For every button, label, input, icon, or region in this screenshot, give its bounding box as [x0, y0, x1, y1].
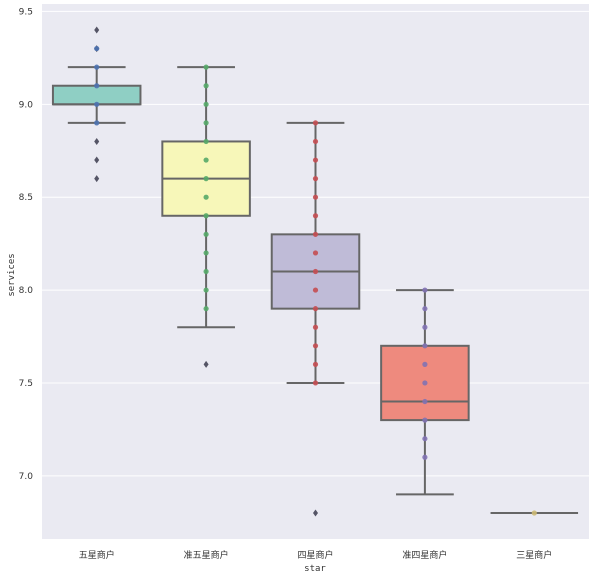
data-point — [312, 138, 319, 145]
outlier-point — [94, 26, 100, 34]
box-group — [490, 510, 579, 516]
data-point — [312, 361, 319, 367]
data-point — [203, 250, 209, 256]
x-tick-label: 五星商户 — [79, 549, 115, 561]
x-tick-label: 准四星商户 — [402, 549, 447, 561]
data-point — [203, 176, 209, 182]
box-iqr — [51, 84, 142, 106]
data-point — [422, 324, 428, 330]
data-point — [422, 380, 428, 386]
data-point — [422, 398, 428, 405]
outlier-point — [94, 137, 100, 145]
data-point — [312, 120, 319, 126]
y-tick-label: 7.0 — [19, 472, 34, 482]
data-point — [312, 213, 319, 219]
data-point — [312, 287, 319, 293]
data-point — [312, 176, 319, 182]
data-point — [312, 157, 319, 163]
data-point — [203, 231, 209, 237]
y-tick-label: 8.0 — [19, 286, 34, 296]
data-point — [312, 380, 319, 386]
data-point — [203, 157, 209, 163]
data-point — [312, 324, 319, 330]
x-axis-title: star — [304, 564, 326, 574]
data-point — [203, 120, 209, 126]
y-axis-ticks: 7.0 7.5 8.0 8.5 9.0 9.5 — [19, 7, 34, 481]
data-point — [422, 343, 428, 349]
data-point — [312, 250, 319, 256]
data-point — [203, 138, 209, 145]
data-point — [312, 268, 319, 275]
data-point — [312, 231, 319, 237]
data-point — [94, 120, 100, 126]
data-point — [203, 101, 209, 107]
y-tick-label: 9.5 — [19, 7, 33, 17]
x-tick-label: 三星商户 — [516, 549, 552, 561]
x-tick-label: 准五星商户 — [184, 549, 229, 561]
box-group — [380, 287, 470, 496]
data-point — [203, 64, 209, 70]
data-point — [422, 361, 428, 367]
y-tick-label: 7.5 — [19, 379, 33, 389]
box-group — [270, 120, 361, 517]
data-point — [312, 343, 319, 349]
box-group — [51, 26, 142, 183]
box-group — [161, 64, 251, 368]
y-axis-title: services — [7, 253, 17, 296]
data-point — [203, 194, 209, 200]
data-point — [422, 306, 428, 312]
y-tick-label: 9.0 — [19, 100, 34, 110]
data-point — [422, 436, 428, 442]
data-point — [94, 101, 100, 107]
data-point — [203, 287, 209, 293]
outlier-point — [94, 175, 100, 183]
data-point — [312, 194, 319, 200]
data-point — [422, 287, 428, 293]
box-plots — [51, 26, 579, 517]
data-point — [531, 510, 537, 516]
y-tick-label: 8.5 — [19, 193, 33, 203]
outlier-point — [203, 360, 209, 368]
x-tick-label: 四星商户 — [297, 549, 333, 561]
data-point — [312, 306, 319, 312]
outlier-point — [94, 156, 100, 164]
data-point — [94, 64, 100, 70]
data-point — [94, 83, 100, 89]
data-point — [203, 268, 209, 275]
data-point — [203, 213, 209, 219]
data-point — [94, 45, 100, 52]
data-point — [203, 83, 209, 89]
outlier-point — [313, 509, 318, 517]
x-axis-ticks: 五星商户 准五星商户 四星商户 准四星商户 三星商户 — [79, 549, 553, 561]
data-point — [203, 306, 209, 312]
data-point — [422, 417, 428, 423]
data-point — [422, 454, 428, 460]
